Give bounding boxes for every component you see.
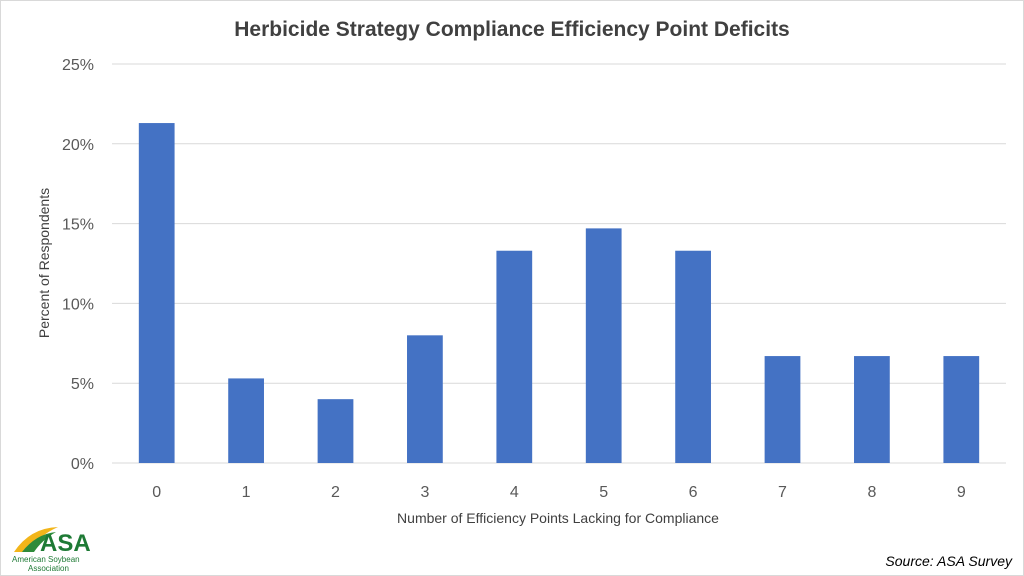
- y-tick-label: 10%: [62, 296, 94, 313]
- y-tick-label: 15%: [62, 217, 94, 234]
- y-tick-label: 20%: [62, 137, 94, 154]
- bar-1: [228, 378, 264, 463]
- logo-text: ASA: [40, 530, 91, 557]
- y-axis-title: Percent of Respondents: [36, 188, 52, 338]
- y-tick-label: 25%: [62, 57, 94, 74]
- bars: [138, 123, 980, 463]
- bar-0: [138, 123, 175, 463]
- bar-9: [943, 356, 980, 463]
- bar-7: [764, 356, 801, 463]
- x-tick-label: 2: [331, 484, 340, 501]
- x-tick-label: 8: [867, 484, 876, 501]
- y-tick-label: 5%: [71, 376, 94, 393]
- bar-6: [675, 250, 711, 463]
- y-tick-labels: 0% 5% 10% 15% 20% 25%: [62, 57, 94, 473]
- x-tick-labels: 0 1 2 3 4 5 6 7 8 9: [152, 484, 966, 501]
- x-tick-label: 4: [510, 484, 519, 501]
- logo-subtext-2: Association: [28, 564, 69, 573]
- x-tick-label: 5: [599, 484, 608, 501]
- x-tick-label: 0: [152, 484, 161, 501]
- x-tick-label: 9: [957, 484, 966, 501]
- source-note: Source: ASA Survey: [885, 553, 1013, 569]
- asa-logo: ASA American Soybean Association: [12, 527, 91, 573]
- bar-4: [496, 250, 533, 463]
- logo-subtext-1: American Soybean: [12, 555, 80, 564]
- chart-title: Herbicide Strategy Compliance Efficiency…: [234, 18, 790, 41]
- x-axis-title: Number of Efficiency Points Lacking for …: [397, 510, 719, 526]
- bar-2: [317, 399, 354, 463]
- bar-3: [407, 335, 443, 463]
- x-tick-label: 3: [420, 484, 429, 501]
- logo-leaf-green: [22, 532, 56, 552]
- y-tick-label: 0%: [71, 456, 94, 473]
- bar-5: [585, 228, 622, 463]
- bar-8: [854, 356, 890, 463]
- x-tick-label: 7: [778, 484, 787, 501]
- x-tick-label: 6: [689, 484, 698, 501]
- x-tick-label: 1: [242, 484, 251, 501]
